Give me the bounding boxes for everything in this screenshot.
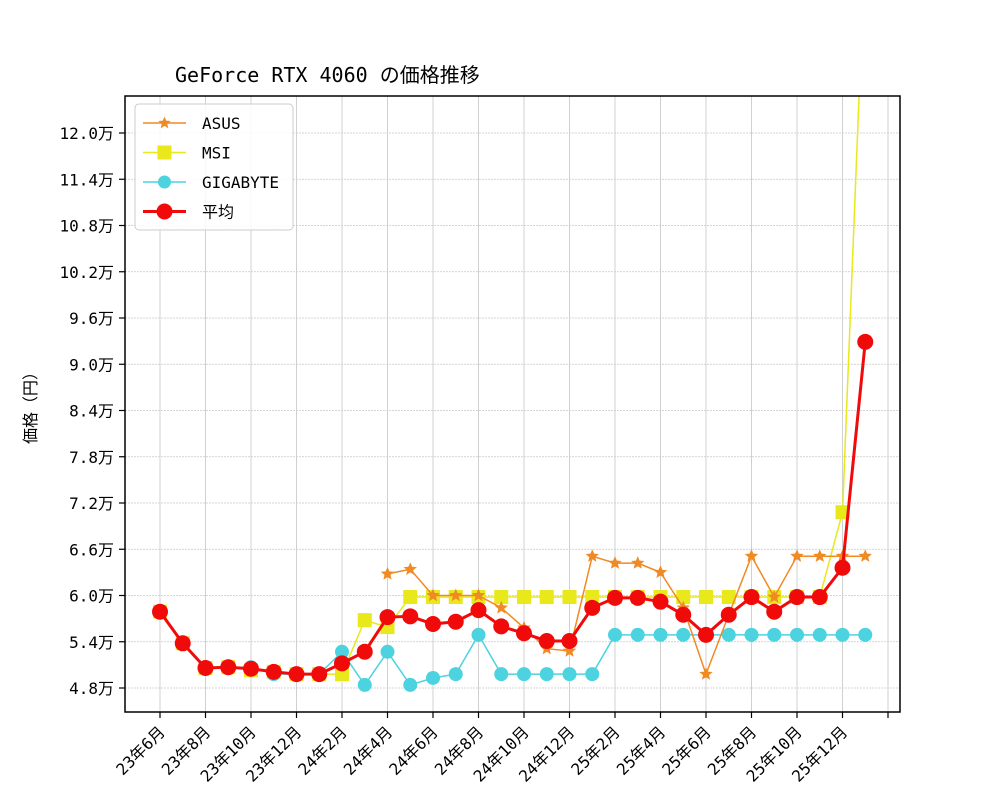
y-tick-label: 11.4万 — [59, 170, 114, 189]
y-tick-label: 9.6万 — [69, 309, 114, 328]
chart-title: GeForce RTX 4060 の価格推移 — [175, 63, 480, 87]
y-tick-label: 10.2万 — [59, 263, 114, 282]
y-tick-label: 6.6万 — [69, 540, 114, 559]
legend-item-平均: 平均 — [143, 203, 234, 222]
y-tick-label: 4.8万 — [69, 679, 114, 698]
y-axis: 4.8万 5.4万 6.0万 6.6万 7.2万 7.8万 8.4万 9.0万 9.6万 10.2… — [59, 124, 125, 698]
legend-label: MSI — [202, 144, 231, 163]
y-tick-label: 10.8万 — [59, 217, 114, 236]
y-tick-label: 5.4万 — [69, 633, 114, 652]
legend-label: 平均 — [202, 203, 234, 222]
y-axis-label: 価格（円） — [21, 364, 40, 444]
y-tick-label: 9.0万 — [69, 355, 114, 374]
legend-item-GIGABYTE: GIGABYTE — [143, 173, 279, 192]
series-layer — [152, 96, 874, 692]
legend-item-MSI: MSI — [143, 144, 231, 163]
series-平均 — [152, 333, 874, 683]
legend: ASUS MSI GIGABYTE 平均 — [134, 103, 294, 231]
y-tick-label: 6.0万 — [69, 587, 114, 606]
y-tick-label: 7.2万 — [69, 494, 114, 513]
grid-lines — [125, 96, 900, 712]
y-tick-label: 8.4万 — [69, 402, 114, 421]
legend-item-ASUS: ASUS — [143, 114, 241, 133]
y-tick-label: 7.8万 — [69, 448, 114, 467]
plot-frame — [124, 95, 901, 713]
legend-label: GIGABYTE — [202, 173, 279, 192]
legend-label: ASUS — [202, 114, 241, 133]
y-tick-label: 12.0万 — [59, 124, 114, 143]
